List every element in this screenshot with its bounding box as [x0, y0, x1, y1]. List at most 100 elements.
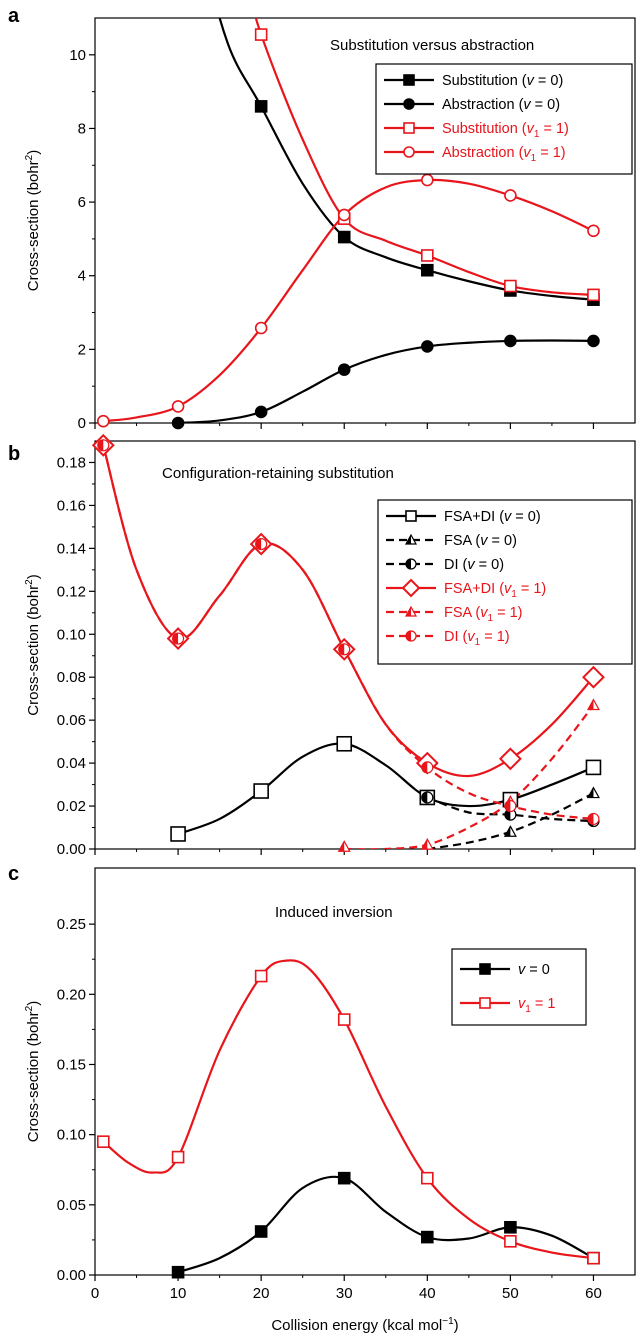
legend-swatch-marker — [405, 630, 417, 642]
legend-frame — [451, 948, 587, 1026]
legend-swatch-marker — [403, 74, 415, 86]
data-point — [587, 812, 600, 826]
y-tick-label: 2 — [78, 341, 86, 358]
data-point — [254, 969, 268, 983]
markers-group — [97, 28, 600, 430]
legend-frame — [377, 499, 633, 665]
series-line — [177, 1175, 594, 1274]
data-point — [97, 439, 110, 452]
data-point — [337, 1013, 351, 1026]
data-point — [421, 791, 434, 804]
y-tick-label: 0.20 — [57, 986, 86, 1003]
data-point — [254, 28, 268, 41]
y-tick-label: 0.14 — [57, 540, 86, 557]
legend-entry: DI (v = 0) — [444, 557, 504, 573]
y-tick-label: 0 — [78, 415, 86, 432]
data-point — [503, 825, 517, 837]
y-axis-ticks: 0.00 0.05 0.10 0.15 0.20 0.25 — [57, 916, 95, 1284]
data-point — [586, 698, 600, 711]
x-axis-ticks: 0 10 20 30 40 50 60 — [91, 1275, 602, 1302]
x-tick-label: 20 — [253, 1285, 270, 1302]
legend-swatch-marker — [403, 146, 415, 158]
x-axis-ticks — [94, 849, 595, 855]
legend-frame — [375, 63, 633, 175]
data-point — [421, 340, 434, 353]
legend-entry: FSA+DI (v1 = 1) — [444, 581, 546, 600]
legend: Substitution (v = 0) Abstraction (v = 0) S… — [375, 63, 633, 175]
legend-swatch-marker — [405, 558, 417, 570]
x-tick-label: 0 — [91, 1285, 99, 1302]
y-axis-ticks: 0.00 0.02 0.04 0.06 0.08 0.10 0.12 0.14 0.16 0.18 — [57, 454, 95, 858]
data-point — [504, 1235, 517, 1248]
y-tick-label: 0.18 — [57, 454, 86, 471]
y-tick-label: 0.04 — [57, 755, 86, 772]
series-group — [102, 959, 594, 1274]
series-line — [344, 704, 595, 849]
data-point — [337, 230, 351, 244]
x-tick-label: 10 — [170, 1285, 187, 1302]
data-point — [97, 414, 110, 428]
data-point — [253, 783, 269, 799]
data-point — [254, 405, 268, 419]
data-point — [420, 837, 434, 850]
series-line — [177, 742, 594, 836]
legend-swatch-marker — [401, 578, 421, 598]
data-point — [587, 288, 600, 302]
y-tick-label: 0.05 — [57, 1197, 86, 1214]
x-tick-label: 60 — [585, 1285, 602, 1302]
legend-swatch-marker — [479, 997, 491, 1009]
data-point — [587, 224, 600, 238]
plot-frame — [94, 867, 636, 1276]
data-point — [338, 643, 351, 656]
markers-group — [91, 433, 605, 852]
legend-entry: FSA+DI (v = 0) — [444, 509, 541, 525]
data-point — [421, 263, 434, 277]
data-point — [504, 808, 517, 821]
y-tick-label: 10 — [69, 47, 86, 64]
legend-swatch-marker — [403, 98, 415, 110]
data-point — [97, 1135, 110, 1148]
legend-entry: DI (v1 = 1) — [444, 629, 510, 648]
data-point — [586, 786, 600, 799]
data-point — [170, 826, 186, 842]
legend-entry: Abstraction (v = 0) — [442, 97, 560, 113]
x-axis-ticks — [94, 423, 595, 429]
y-tick-label: 0.10 — [57, 626, 86, 643]
y-axis-label: Cross-section (bohr2) — [24, 150, 42, 291]
data-point — [587, 1251, 600, 1265]
y-tick-label: 0.02 — [57, 798, 86, 815]
data-point — [337, 208, 351, 222]
panel-letter: b — [8, 443, 20, 465]
series-line — [102, 959, 594, 1260]
y-tick-label: 4 — [78, 268, 86, 285]
data-point — [254, 100, 268, 113]
y-tick-label: 8 — [78, 120, 86, 137]
chart-annotation: Substitution versus abstraction — [330, 37, 534, 54]
data-point — [171, 1150, 185, 1164]
y-tick-label: 0.08 — [57, 669, 86, 686]
data-point — [585, 759, 602, 776]
data-point — [254, 321, 268, 335]
y-tick-label: 0.12 — [57, 583, 86, 600]
panel-letter: c — [8, 863, 19, 885]
data-point — [337, 1171, 351, 1185]
data-point — [582, 665, 605, 689]
data-point — [504, 1220, 517, 1234]
data-point — [336, 735, 353, 752]
legend: v = 0 v1 = 1 — [451, 948, 587, 1026]
y-axis-ticks: 0 2 4 6 8 10 — [69, 47, 95, 432]
panel-a: a 0 2 4 6 8 10 Cross-section (bohr2) Substitutio… — [8, 5, 636, 432]
legend-entry: Abstraction (v1 = 1) — [442, 145, 566, 164]
data-point — [504, 799, 517, 813]
x-tick-label: 50 — [502, 1285, 519, 1302]
legend-swatch-marker — [405, 510, 417, 522]
legend-entry: v1 = 1 — [518, 996, 555, 1015]
chart-annotation: Configuration-retaining substitution — [162, 465, 394, 482]
y-tick-label: 0.15 — [57, 1056, 86, 1073]
data-point — [171, 1265, 185, 1279]
data-point — [421, 1230, 434, 1244]
legend-swatch-marker — [404, 533, 418, 545]
y-tick-label: 0.06 — [57, 712, 86, 729]
data-point — [504, 279, 517, 293]
x-axis-label: Collision energy (kcal mol−1) — [271, 1316, 458, 1334]
